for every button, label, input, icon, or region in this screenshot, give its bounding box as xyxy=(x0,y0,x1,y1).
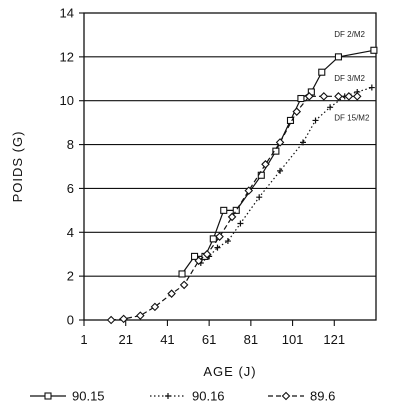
data-point-0-8 xyxy=(286,116,295,124)
y-tick-label-0: 0 xyxy=(67,313,74,328)
data-point-1-8 xyxy=(312,117,319,124)
data-point-2-11 xyxy=(261,160,270,169)
data-point-2-6 xyxy=(194,256,203,266)
legend-label-2: 89.6 xyxy=(310,389,335,404)
data-point-0-12 xyxy=(334,53,343,61)
x-tick-label-4: 81 xyxy=(244,332,258,347)
y-tick-label-1: 2 xyxy=(67,269,74,284)
y-axis-title: POIDS (G) xyxy=(10,131,25,203)
data-point-2-5 xyxy=(179,280,189,290)
data-point-1-4 xyxy=(237,220,244,227)
data-point-0-0 xyxy=(178,270,186,278)
x-tick-label-1: 21 xyxy=(118,332,132,347)
y-tick-label-3: 6 xyxy=(67,181,74,196)
series-90-16 xyxy=(197,84,375,266)
annotations: DF 2/M2 DF 3/M2 DF 15/M2 xyxy=(334,30,370,122)
data-point-0-3 xyxy=(209,235,217,243)
data-point-0-9 xyxy=(297,94,305,103)
x-tick-label-6: 121 xyxy=(323,332,345,347)
data-point-1-9 xyxy=(327,104,334,111)
data-point-1-3 xyxy=(224,238,231,245)
data-point-2-13 xyxy=(292,107,302,116)
data-point-0-4 xyxy=(220,206,228,214)
data-point-2-8 xyxy=(215,232,224,241)
data-point-2-9 xyxy=(227,212,237,222)
y-tick-label-4: 8 xyxy=(67,137,74,152)
y-tick-label-5: 10 xyxy=(60,93,74,108)
data-point-0-5 xyxy=(232,206,240,214)
x-tick-label-3: 61 xyxy=(202,332,216,347)
data-point-2-1 xyxy=(119,314,128,324)
data-point-2-18 xyxy=(352,92,362,101)
data-point-2-4 xyxy=(167,289,176,298)
annotation-2: DF 15/M2 xyxy=(334,113,370,122)
legend-item-89-6: 89.6 xyxy=(268,389,335,404)
legend: 90.15 90.16 89.6 xyxy=(30,389,335,404)
y-tick-label-2: 4 xyxy=(67,225,74,240)
legend-label-1: 90.16 xyxy=(192,389,225,404)
data-point-2-14 xyxy=(304,92,314,101)
data-point-2-7 xyxy=(202,249,212,259)
annotation-1: DF 3/M2 xyxy=(334,74,365,83)
data-point-2-2 xyxy=(136,311,145,320)
x-axis-title: AGE (J) xyxy=(203,364,256,379)
data-point-0-13 xyxy=(370,46,378,54)
legend-item-90-15: 90.15 xyxy=(30,389,105,404)
data-point-2-17 xyxy=(344,92,354,101)
grid-lines xyxy=(84,56,376,277)
data-point-2-3 xyxy=(150,302,160,312)
y-tick-label-6: 12 xyxy=(60,49,74,64)
legend-label-0: 90.15 xyxy=(72,389,105,404)
plot-frame xyxy=(83,12,377,321)
data-point-2-0 xyxy=(106,315,116,325)
data-point-0-11 xyxy=(318,68,326,76)
data-point-1-5 xyxy=(256,194,263,201)
legend-marker-1 xyxy=(165,393,171,399)
x-tick-label-2: 41 xyxy=(160,332,174,347)
y-tick-label-7: 14 xyxy=(60,6,74,21)
data-point-1-12 xyxy=(368,84,375,91)
data-point-1-6 xyxy=(277,167,284,174)
x-tick-label-0: 1 xyxy=(80,332,87,347)
legend-item-90-16: 90.16 xyxy=(150,389,225,404)
data-point-2-15 xyxy=(319,92,329,101)
legend-marker-0 xyxy=(44,392,52,400)
series-group xyxy=(106,46,378,325)
data-point-2-16 xyxy=(334,92,343,101)
annotation-0: DF 2/M2 xyxy=(334,30,365,39)
series-89-6 xyxy=(106,92,362,325)
data-point-2-10 xyxy=(244,186,254,195)
data-point-2-12 xyxy=(275,138,285,147)
data-point-0-1 xyxy=(190,252,199,260)
data-point-1-7 xyxy=(300,139,306,146)
data-point-1-2 xyxy=(214,244,221,251)
legend-marker-2 xyxy=(281,391,291,401)
x-tick-label-5: 101 xyxy=(282,332,304,347)
